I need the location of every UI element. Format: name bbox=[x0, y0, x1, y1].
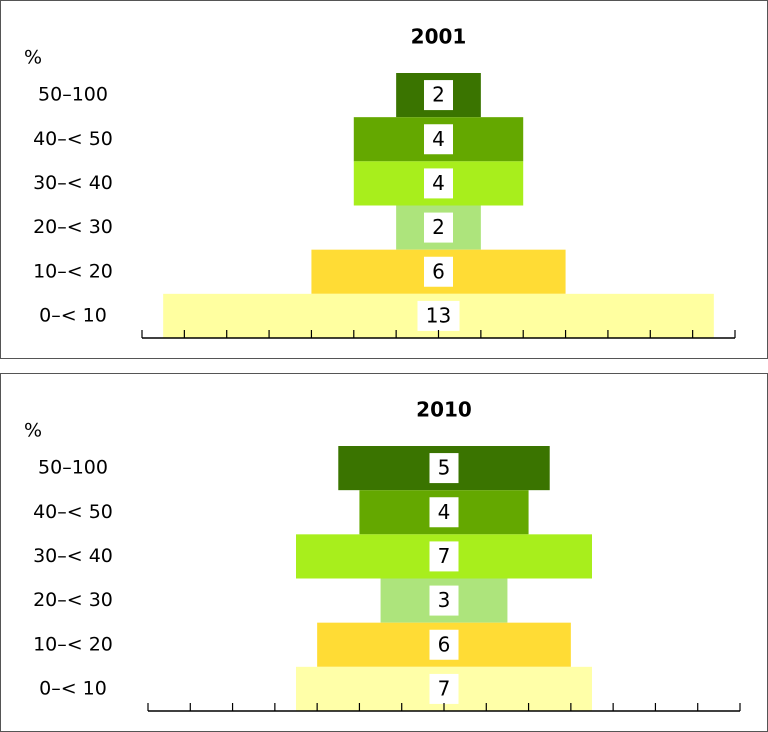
category-label: 30–< 40 bbox=[33, 545, 113, 567]
value-label: 2 bbox=[432, 83, 445, 107]
category-label: 0–< 10 bbox=[39, 677, 107, 699]
value-label: 3 bbox=[438, 588, 451, 612]
value-label: 4 bbox=[438, 500, 451, 524]
value-label-box bbox=[424, 212, 453, 243]
value-label: 4 bbox=[432, 171, 445, 195]
value-label: 7 bbox=[438, 676, 451, 700]
value-label-box bbox=[429, 453, 459, 484]
category-label: 30–< 40 bbox=[33, 172, 113, 194]
value-label: 4 bbox=[432, 127, 445, 151]
value-label-box bbox=[429, 541, 459, 572]
value-label-box bbox=[424, 168, 453, 199]
y-axis-label: % bbox=[24, 420, 42, 442]
category-label: 40–< 50 bbox=[33, 501, 113, 523]
category-label: 10–< 20 bbox=[33, 260, 113, 282]
category-label: 40–< 50 bbox=[33, 128, 113, 150]
chart-title: 2010 bbox=[416, 398, 472, 422]
value-label: 5 bbox=[438, 456, 451, 480]
chart-title: 2001 bbox=[411, 25, 467, 49]
value-label: 7 bbox=[438, 544, 451, 568]
value-label: 2 bbox=[432, 215, 445, 239]
category-label: 20–< 30 bbox=[33, 589, 113, 611]
category-label: 50–100 bbox=[38, 84, 108, 106]
value-label: 13 bbox=[426, 303, 451, 327]
value-label: 6 bbox=[432, 259, 445, 283]
value-label: 6 bbox=[438, 632, 451, 656]
value-label-box bbox=[424, 124, 453, 155]
value-label-box bbox=[429, 629, 459, 660]
category-label: 10–< 20 bbox=[33, 633, 113, 655]
value-label-box bbox=[429, 497, 459, 528]
category-label: 50–100 bbox=[38, 457, 108, 479]
value-label-box bbox=[417, 300, 460, 331]
value-label-box bbox=[429, 585, 459, 616]
category-label: 0–< 10 bbox=[39, 304, 107, 326]
value-label-box bbox=[424, 256, 453, 287]
category-label: 20–< 30 bbox=[33, 216, 113, 238]
value-label-box bbox=[424, 80, 453, 111]
value-label-box bbox=[429, 673, 459, 704]
y-axis-label: % bbox=[24, 47, 42, 69]
